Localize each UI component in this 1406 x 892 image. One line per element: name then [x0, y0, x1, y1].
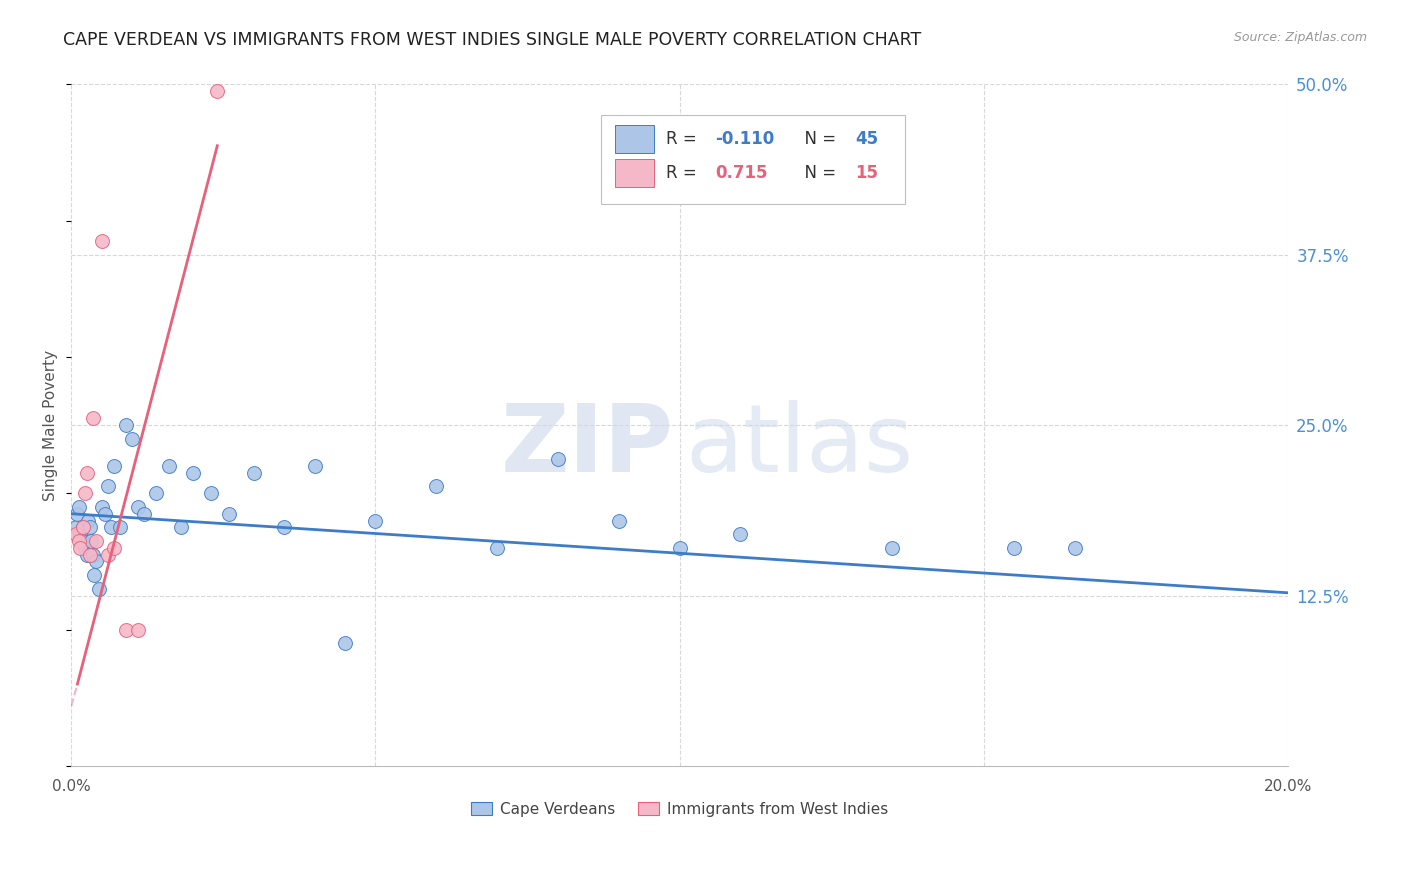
Text: N =: N =	[794, 164, 841, 182]
Legend: Cape Verdeans, Immigrants from West Indies: Cape Verdeans, Immigrants from West Indi…	[465, 796, 894, 823]
Point	[73, 541, 96, 555]
Point	[90, 500, 112, 514]
Point	[668, 541, 690, 555]
Text: -0.110: -0.110	[714, 130, 775, 148]
Point	[207, 84, 229, 98]
Point	[121, 432, 143, 446]
Text: R =: R =	[666, 164, 707, 182]
Point	[218, 507, 240, 521]
Text: atlas: atlas	[686, 400, 914, 491]
Point	[65, 520, 87, 534]
Point	[730, 527, 752, 541]
Point	[115, 623, 138, 637]
Text: 15: 15	[855, 164, 877, 182]
Point	[77, 514, 100, 528]
Text: Source: ZipAtlas.com: Source: ZipAtlas.com	[1233, 31, 1367, 45]
Point	[67, 500, 90, 514]
Point	[333, 636, 356, 650]
FancyBboxPatch shape	[614, 159, 654, 187]
Point	[79, 520, 101, 534]
Point	[108, 520, 131, 534]
Point	[79, 548, 101, 562]
Point	[882, 541, 904, 555]
Point	[134, 507, 156, 521]
Point	[547, 452, 569, 467]
Point	[80, 533, 103, 548]
Text: 0.715: 0.715	[714, 164, 768, 182]
Point	[76, 466, 98, 480]
Point	[82, 411, 104, 425]
Point	[304, 458, 326, 473]
Point	[73, 486, 96, 500]
Point	[100, 520, 122, 534]
Point	[87, 582, 110, 596]
Point	[94, 507, 117, 521]
Point	[103, 458, 125, 473]
Point	[115, 418, 138, 433]
Point	[157, 458, 180, 473]
Point	[243, 466, 266, 480]
Point	[145, 486, 167, 500]
Text: 45: 45	[855, 130, 877, 148]
Point	[82, 548, 104, 562]
Point	[72, 533, 94, 548]
Point	[170, 520, 193, 534]
Point	[97, 479, 120, 493]
Text: R =: R =	[666, 130, 702, 148]
FancyBboxPatch shape	[600, 115, 904, 203]
Point	[1064, 541, 1087, 555]
Point	[84, 533, 107, 548]
Point	[127, 623, 149, 637]
Point	[103, 541, 125, 555]
Y-axis label: Single Male Poverty: Single Male Poverty	[44, 350, 58, 500]
FancyBboxPatch shape	[614, 125, 654, 153]
Point	[69, 527, 91, 541]
Point	[127, 500, 149, 514]
Point	[607, 514, 630, 528]
Point	[181, 466, 204, 480]
Text: ZIP: ZIP	[501, 400, 673, 491]
Point	[90, 234, 112, 248]
Text: CAPE VERDEAN VS IMMIGRANTS FROM WEST INDIES SINGLE MALE POVERTY CORRELATION CHAR: CAPE VERDEAN VS IMMIGRANTS FROM WEST IND…	[63, 31, 921, 49]
Point	[83, 568, 105, 582]
Point	[84, 554, 107, 568]
Point	[425, 479, 447, 493]
Text: N =: N =	[794, 130, 841, 148]
Point	[273, 520, 295, 534]
Point	[67, 533, 90, 548]
Point	[69, 541, 91, 555]
Point	[364, 514, 387, 528]
Point	[66, 507, 89, 521]
Point	[486, 541, 509, 555]
Point	[72, 520, 94, 534]
Point	[1002, 541, 1025, 555]
Point	[72, 520, 94, 534]
Point	[200, 486, 222, 500]
Point	[76, 548, 98, 562]
Point	[65, 527, 87, 541]
Point	[97, 548, 120, 562]
